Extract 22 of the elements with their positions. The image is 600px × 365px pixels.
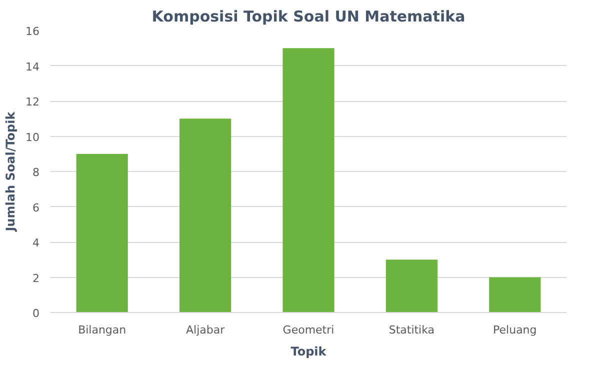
x-tick-label: Aljabar [186, 324, 226, 336]
x-tick-label: Bilangan [78, 324, 126, 336]
y-tick-label: 2 [32, 272, 40, 285]
x-tick-label: Statitika [388, 324, 435, 336]
x-tick-label: Geometri [282, 324, 334, 336]
y-tick-label: 8 [32, 166, 40, 179]
x-tick-label: Peluang [493, 324, 537, 336]
bar [282, 48, 334, 312]
y-tick-label: 10 [26, 130, 40, 144]
bar [386, 260, 438, 312]
chart-title: Komposisi Topik Soal UN Matematika [152, 8, 466, 26]
y-tick-label: 14 [26, 60, 40, 74]
y-tick-label: 6 [32, 201, 40, 214]
y-axis-title: Jumlah Soal/Topik [4, 110, 18, 232]
y-tick-label: 16 [26, 25, 40, 38]
y-tick-label: 4 [32, 236, 40, 250]
bar [180, 118, 232, 312]
x-axis-title: Topik [290, 344, 328, 358]
y-tick-label: 12 [26, 96, 40, 108]
y-tick-label: 0 [32, 307, 40, 320]
bar [76, 154, 128, 312]
bar [489, 277, 541, 312]
